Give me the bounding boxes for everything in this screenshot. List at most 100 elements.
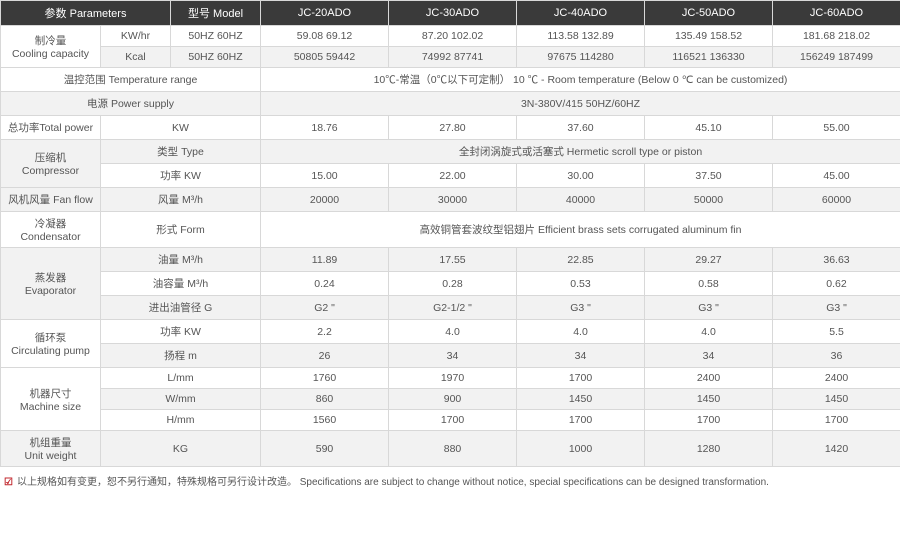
pump-pw-label: 功率 KW bbox=[101, 320, 261, 344]
powersupply-label: 电源 Power supply bbox=[1, 92, 261, 116]
table-cell: 11.89 bbox=[261, 248, 389, 272]
table-cell: 30.00 bbox=[517, 164, 645, 188]
table-cell: 50000 bbox=[645, 188, 773, 212]
evap-oilflow-label: 油量 M³/h bbox=[101, 248, 261, 272]
table-cell: 590 bbox=[261, 431, 389, 467]
table-cell: 1760 bbox=[261, 368, 389, 389]
table-cell: 87.20 102.02 bbox=[389, 26, 517, 47]
table-cell: 15.00 bbox=[261, 164, 389, 188]
table-cell: G3 " bbox=[517, 296, 645, 320]
table-cell: 156249 187499 bbox=[773, 47, 900, 68]
table-cell: 36 bbox=[773, 344, 900, 368]
totalpower-label: 总功率Total power bbox=[1, 116, 101, 140]
table-cell: 55.00 bbox=[773, 116, 900, 140]
table-cell: 40000 bbox=[517, 188, 645, 212]
table-cell: 29.27 bbox=[645, 248, 773, 272]
footnote: ☑ 以上规格如有变更，恕不另行通知，特殊规格可另行设计改造。 Specificat… bbox=[0, 467, 900, 494]
table-cell: 60000 bbox=[773, 188, 900, 212]
table-cell: 135.49 158.52 bbox=[645, 26, 773, 47]
weight-label: 机组重量 Unit weight bbox=[1, 431, 101, 467]
table-cell: 97675 114280 bbox=[517, 47, 645, 68]
table-cell: 1700 bbox=[517, 368, 645, 389]
table-cell: 1450 bbox=[517, 389, 645, 410]
table-cell: G2 " bbox=[261, 296, 389, 320]
table-cell: G3 " bbox=[645, 296, 773, 320]
table-cell: 1560 bbox=[261, 410, 389, 431]
table-cell: 5.5 bbox=[773, 320, 900, 344]
compressor-type-label: 类型 Type bbox=[101, 140, 261, 164]
table-cell: 113.58 132.89 bbox=[517, 26, 645, 47]
table-cell: 59.08 69.12 bbox=[261, 26, 389, 47]
pump-label: 循环泵 Circulating pump bbox=[1, 320, 101, 368]
weight-unit: KG bbox=[101, 431, 261, 467]
model-4: JC-60ADO bbox=[773, 1, 900, 26]
powersupply-value: 3N-380V/415 50HZ/60HZ bbox=[261, 92, 900, 116]
table-cell: 4.0 bbox=[389, 320, 517, 344]
evaporator-label: 蒸发器 Evaporator bbox=[1, 248, 101, 320]
table-cell: 22.00 bbox=[389, 164, 517, 188]
table-cell: 880 bbox=[389, 431, 517, 467]
table-cell: 1700 bbox=[389, 410, 517, 431]
check-icon: ☑ bbox=[4, 477, 13, 488]
pump-lift-label: 扬程 m bbox=[101, 344, 261, 368]
table-cell: 17.55 bbox=[389, 248, 517, 272]
fanflow-unit: 风量 M³/h bbox=[101, 188, 261, 212]
table-cell: 2400 bbox=[773, 368, 900, 389]
table-cell: 18.76 bbox=[261, 116, 389, 140]
spec-table: 参数 Parameters 型号 Model JC-20ADO JC-30ADO… bbox=[0, 0, 900, 467]
table-cell: 50805 59442 bbox=[261, 47, 389, 68]
size-label: 机器尺寸 Machine size bbox=[1, 368, 101, 431]
table-cell: 0.53 bbox=[517, 272, 645, 296]
table-cell: 2.2 bbox=[261, 320, 389, 344]
table-cell: 36.63 bbox=[773, 248, 900, 272]
table-cell: 0.24 bbox=[261, 272, 389, 296]
temp-label: 温控范围 Temperature range bbox=[1, 68, 261, 92]
footnote-text: 以上规格如有变更，恕不另行通知，特殊规格可另行设计改造。 Specificati… bbox=[17, 477, 769, 488]
table-cell: 22.85 bbox=[517, 248, 645, 272]
table-cell: 1700 bbox=[517, 410, 645, 431]
table-cell: 37.50 bbox=[645, 164, 773, 188]
table-cell: 1280 bbox=[645, 431, 773, 467]
table-cell: 30000 bbox=[389, 188, 517, 212]
table-cell: 181.68 218.02 bbox=[773, 26, 900, 47]
table-cell: 0.28 bbox=[389, 272, 517, 296]
table-cell: 1450 bbox=[773, 389, 900, 410]
table-cell: 74992 87741 bbox=[389, 47, 517, 68]
condensator-label: 冷凝器 Condensator bbox=[1, 212, 101, 248]
table-cell: 1700 bbox=[645, 410, 773, 431]
evap-oilcap-label: 油容量 M³/h bbox=[101, 272, 261, 296]
table-cell: 2400 bbox=[645, 368, 773, 389]
model-1: JC-30ADO bbox=[389, 1, 517, 26]
compressor-type-value: 全封闭涡旋式或活塞式 Hermetic scroll type or pisto… bbox=[261, 140, 900, 164]
header-params: 参数 Parameters bbox=[1, 1, 171, 26]
table-cell: 116521 136330 bbox=[645, 47, 773, 68]
cooling-label: 制冷量 Cooling capacity bbox=[1, 26, 101, 68]
temp-value: 10℃-常温（0℃以下可定制） 10 ℃ - Room temperature … bbox=[261, 68, 900, 92]
table-cell: 1700 bbox=[773, 410, 900, 431]
table-cell: 34 bbox=[517, 344, 645, 368]
compressor-pw-label: 功率 KW bbox=[101, 164, 261, 188]
table-cell: 26 bbox=[261, 344, 389, 368]
table-cell: 900 bbox=[389, 389, 517, 410]
table-cell: 34 bbox=[645, 344, 773, 368]
model-2: JC-40ADO bbox=[517, 1, 645, 26]
evap-pipe-label: 进出油管径 G bbox=[101, 296, 261, 320]
table-cell: G2-1/2 " bbox=[389, 296, 517, 320]
totalpower-unit: KW bbox=[101, 116, 261, 140]
table-cell: 1420 bbox=[773, 431, 900, 467]
table-cell: 34 bbox=[389, 344, 517, 368]
cooling-kcal-unit: Kcal bbox=[101, 47, 171, 68]
table-cell: 37.60 bbox=[517, 116, 645, 140]
table-cell: 27.80 bbox=[389, 116, 517, 140]
condensator-form-value: 高效铜管套波纹型铝翅片 Efficient brass sets corruga… bbox=[261, 212, 900, 248]
cooling-kw-hz: 50HZ 60HZ bbox=[171, 26, 261, 47]
header-model: 型号 Model bbox=[171, 1, 261, 26]
fanflow-label: 风机风量 Fan flow bbox=[1, 188, 101, 212]
table-cell: 45.10 bbox=[645, 116, 773, 140]
table-cell: 1450 bbox=[645, 389, 773, 410]
table-cell: 1970 bbox=[389, 368, 517, 389]
table-cell: 1000 bbox=[517, 431, 645, 467]
condensator-form-label: 形式 Form bbox=[101, 212, 261, 248]
cooling-kw-unit: KW/hr bbox=[101, 26, 171, 47]
model-0: JC-20ADO bbox=[261, 1, 389, 26]
